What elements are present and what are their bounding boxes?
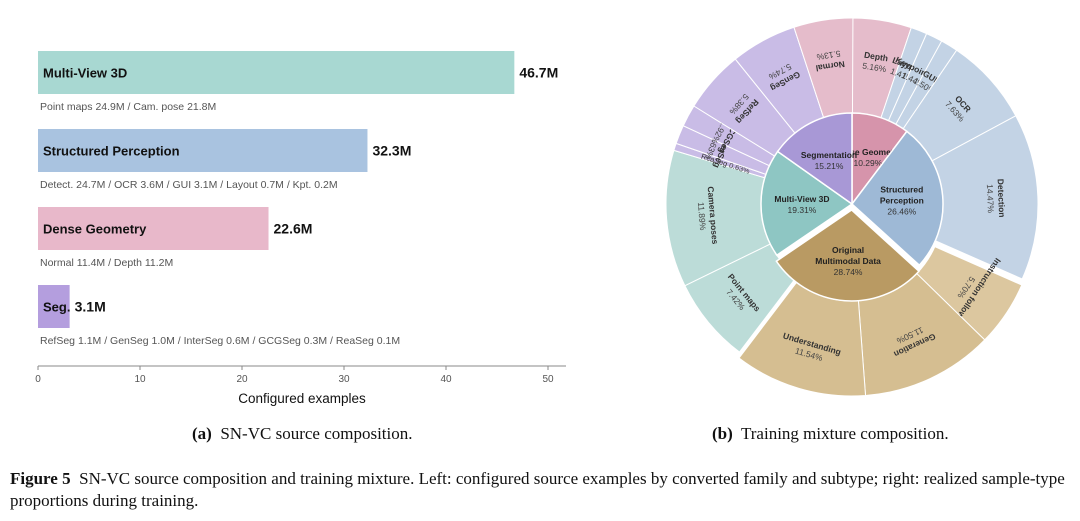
inner-name-original-multimodal-data-0: Original [832, 245, 864, 255]
inner-name-dense-geometry-0: Dense Geometry [834, 147, 902, 157]
subcaption-a-text: SN-VC source composition. [220, 424, 413, 443]
inner-pct-original-multimodal-data: 28.74% [834, 267, 863, 277]
figure-caption: Figure 5 SN-VC source composition and tr… [10, 468, 1072, 512]
figure-caption-text: SN-VC source composition and training mi… [10, 469, 1065, 510]
x-tick-label-40: 40 [440, 374, 452, 385]
inner-pct-segmentation: 15.21% [815, 161, 844, 171]
subcaption-a: (a) SN-VC source composition. [192, 424, 413, 444]
figure-label: Figure 5 [10, 469, 71, 488]
bar-label-seg: Seg. [43, 300, 70, 315]
x-tick-label-50: 50 [542, 374, 554, 385]
value-label-dense-geometry: 22.6M [274, 221, 313, 237]
breakdown-seg: RefSeg 1.1M / GenSeg 1.0M / InterSeg 0.6… [40, 335, 400, 347]
bar-multi-view-3d [38, 51, 515, 94]
subcaption-b: (b) Training mixture composition. [712, 424, 949, 444]
inner-name-original-multimodal-data-1: Multimodal Data [815, 256, 881, 266]
outer-name-normal: Normal [815, 59, 845, 73]
outer-pct-normal: 5.13% [815, 49, 841, 63]
bar-seg [38, 285, 70, 328]
value-label-seg: 3.1M [75, 299, 106, 315]
inner-slice-structured-perception [850, 130, 944, 267]
inner-pct-structured-perception: 26.46% [887, 206, 916, 216]
bar-label-multi-view-3d: Multi-View 3D [43, 66, 127, 81]
bar-dense-geometry [38, 207, 269, 250]
inner-pct-multi-view-3d: 19.31% [788, 205, 817, 215]
inner-name-structured-perception-1: Perception [880, 195, 924, 205]
bar-structured-perception [38, 129, 368, 172]
outer-pct-depth: 5.16% [862, 60, 888, 74]
outer-name-detection: Detection [996, 179, 1008, 218]
x-tick-label-20: 20 [236, 374, 248, 385]
x-tick-label-0: 0 [35, 374, 41, 385]
subcaption-b-text: Training mixture composition. [740, 424, 949, 443]
inner-slice-original-multimodal-data [775, 209, 920, 302]
inner-name-segmentation-0: Segmentation [801, 150, 857, 160]
subcaption-a-tag: (a) [192, 424, 212, 443]
bar-chart-source-composition: Multi-View 3D 46.7M Point maps 24.9M / Cam… [35, 51, 566, 406]
outer-pct-camera-poses: 11.89% [696, 202, 708, 231]
breakdown-dense-geometry: Normal 11.4M / Depth 11.2M [40, 257, 173, 269]
bar-label-structured-perception: Structured Perception [43, 144, 180, 159]
outer-pct-detection: 14.47% [985, 184, 996, 214]
x-tick-label-10: 10 [134, 374, 146, 385]
value-label-structured-perception: 32.3M [372, 143, 411, 159]
inner-name-multi-view-3d-0: Multi-View 3D [774, 194, 829, 204]
bar-label-dense-geometry: Dense Geometry [43, 222, 147, 237]
x-axis-label: Configured examples [238, 391, 366, 406]
value-label-multi-view-3d: 46.7M [519, 65, 558, 81]
inner-slice-multi-view-3d [760, 150, 854, 257]
inner-name-structured-perception-0: Structured [880, 184, 923, 194]
outer-name-depth: Depth [863, 50, 888, 64]
breakdown-multi-view-3d: Point maps 24.9M / Cam. pose 21.8M [40, 101, 216, 113]
inner-pct-dense-geometry: 10.29% [853, 158, 882, 168]
inner-slice-segmentation [776, 112, 853, 206]
outer-name-camera-poses: Camera poses [706, 186, 721, 245]
x-tick-label-30: 30 [338, 374, 350, 385]
subcaption-b-tag: (b) [712, 424, 733, 443]
breakdown-structured-perception: Detect. 24.7M / OCR 3.6M / GUI 3.1M / La… [40, 179, 338, 191]
